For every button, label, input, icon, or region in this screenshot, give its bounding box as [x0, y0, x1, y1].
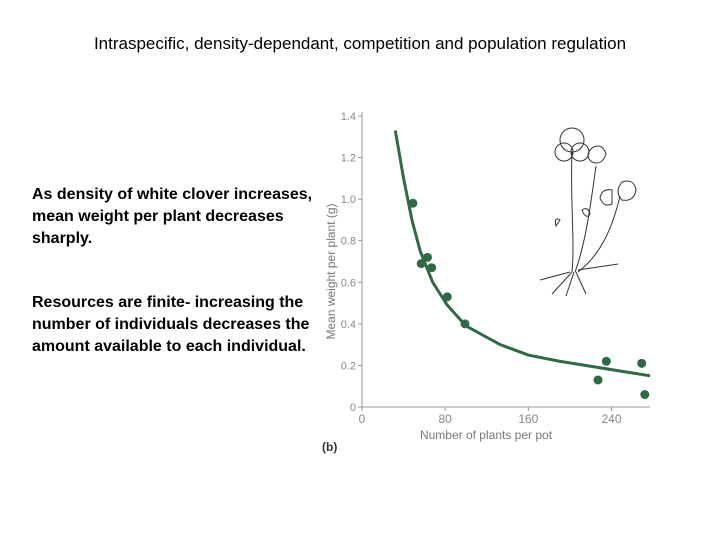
caption: (b) — [322, 440, 337, 454]
data-point — [601, 356, 611, 366]
y-tick-label: 0.8 — [341, 236, 356, 248]
bullet-text: Resources are finite- increasing the num… — [32, 294, 310, 355]
data-point — [416, 259, 426, 269]
data-point — [408, 198, 418, 208]
y-axis-label: Mean weight per plant (g) — [324, 203, 338, 339]
data-point — [640, 390, 650, 400]
x-tick-label: 240 — [602, 412, 622, 426]
x-tick-label: 0 — [359, 412, 366, 426]
y-tick-label: 0.6 — [341, 277, 356, 289]
fit-curve — [393, 130, 651, 378]
data-point — [423, 252, 433, 262]
y-tick-label: 0.4 — [341, 319, 356, 331]
clover-illustration — [539, 127, 637, 297]
x-tick-label: 160 — [518, 412, 538, 426]
slide-title: Intraspecific, density-dependant, compet… — [93, 34, 627, 53]
data-point — [460, 319, 470, 329]
data-point — [427, 263, 437, 273]
y-tick-label: 1.4 — [341, 111, 356, 123]
data-point — [442, 292, 452, 302]
bullet-text: As density of white clover increases, me… — [32, 186, 313, 247]
x-tick-label: 80 — [438, 412, 452, 426]
y-tick-label: 1.2 — [341, 153, 356, 165]
y-tick-label: 0 — [350, 402, 356, 414]
y-tick-label: 1.0 — [341, 194, 356, 206]
data-point — [637, 358, 647, 368]
data-point — [593, 375, 603, 385]
x-axis-label: Number of plants per pot — [420, 428, 553, 442]
y-tick-label: 0.2 — [341, 360, 356, 372]
